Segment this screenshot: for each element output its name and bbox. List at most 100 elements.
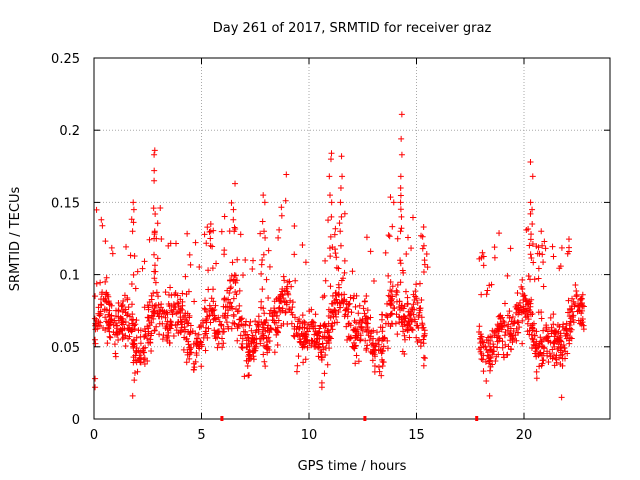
- data-point: [260, 192, 267, 199]
- data-point: [235, 321, 242, 328]
- data-point: [162, 314, 169, 321]
- data-point: [263, 317, 270, 324]
- data-point: [304, 344, 311, 351]
- data-point: [129, 301, 136, 308]
- y-tick-label: 0.25: [51, 52, 80, 67]
- data-point: [558, 394, 565, 401]
- data-point: [170, 333, 177, 340]
- data-point: [282, 197, 289, 204]
- data-point: [155, 301, 162, 308]
- data-point: [384, 300, 391, 307]
- data-point: [166, 339, 173, 346]
- data-point: [498, 320, 505, 327]
- data-point: [301, 318, 308, 325]
- data-point: [367, 333, 374, 340]
- data-point: [125, 335, 132, 342]
- gap-marker: [220, 416, 224, 421]
- data-point: [526, 331, 533, 338]
- data-point: [242, 332, 249, 339]
- data-point: [196, 324, 203, 331]
- data-point: [249, 348, 256, 355]
- data-point: [483, 378, 490, 385]
- data-point: [509, 320, 516, 327]
- data-point: [355, 310, 362, 317]
- data-point: [141, 360, 148, 367]
- data-point: [259, 286, 266, 293]
- data-point: [544, 352, 551, 359]
- data-point: [476, 328, 483, 335]
- data-point: [408, 245, 415, 252]
- data-point: [486, 357, 493, 364]
- data-point: [340, 275, 347, 282]
- data-point: [260, 251, 267, 258]
- data-point: [258, 298, 265, 305]
- data-point: [477, 340, 484, 347]
- data-point: [312, 311, 319, 318]
- data-point: [137, 340, 144, 347]
- data-point: [362, 337, 369, 344]
- data-point: [340, 300, 347, 307]
- data-point: [274, 342, 281, 349]
- data-point: [202, 297, 209, 304]
- data-point: [579, 302, 586, 309]
- data-point: [215, 314, 222, 321]
- data-point: [193, 352, 200, 359]
- data-point: [535, 343, 542, 350]
- data-point: [130, 336, 137, 343]
- data-point: [345, 333, 352, 340]
- data-point: [327, 156, 334, 163]
- data-point: [295, 353, 302, 360]
- data-point: [331, 306, 338, 313]
- data-point: [337, 228, 344, 235]
- data-point: [394, 289, 401, 296]
- data-point: [240, 272, 247, 279]
- data-point: [528, 254, 535, 261]
- data-point: [233, 291, 240, 298]
- data-point: [416, 309, 423, 316]
- data-point: [311, 331, 318, 338]
- data-point: [408, 326, 415, 333]
- data-points: [91, 111, 587, 401]
- data-point: [188, 344, 195, 351]
- data-point: [210, 227, 217, 234]
- data-point: [397, 206, 404, 213]
- data-point: [351, 343, 358, 350]
- data-point: [388, 310, 395, 317]
- data-point: [312, 322, 319, 329]
- data-point: [497, 315, 504, 322]
- data-point: [334, 300, 341, 307]
- data-point: [184, 319, 191, 326]
- data-point: [237, 231, 244, 238]
- data-point: [228, 284, 235, 291]
- data-point: [424, 264, 431, 271]
- data-point: [196, 345, 203, 352]
- grid-lines: [94, 58, 610, 419]
- data-point: [535, 265, 542, 272]
- data-point: [184, 230, 191, 237]
- data-point: [367, 248, 374, 255]
- data-point: [221, 251, 228, 258]
- data-point: [558, 343, 565, 350]
- data-point: [96, 310, 103, 317]
- y-tick-label: 0.15: [51, 196, 80, 211]
- data-point: [321, 322, 328, 329]
- data-point: [239, 340, 246, 347]
- data-point: [341, 296, 348, 303]
- data-point: [151, 231, 158, 238]
- data-point: [355, 358, 362, 365]
- data-point: [358, 324, 365, 331]
- data-point: [336, 291, 343, 298]
- data-point: [92, 293, 99, 300]
- data-point: [404, 234, 411, 241]
- data-point: [267, 307, 274, 314]
- data-point: [412, 293, 419, 300]
- data-point: [134, 268, 141, 275]
- data-point: [378, 316, 385, 323]
- data-point: [115, 337, 122, 344]
- data-point: [373, 329, 380, 336]
- data-point: [319, 294, 326, 301]
- data-point: [403, 326, 410, 333]
- data-point: [389, 321, 396, 328]
- data-point: [421, 261, 428, 268]
